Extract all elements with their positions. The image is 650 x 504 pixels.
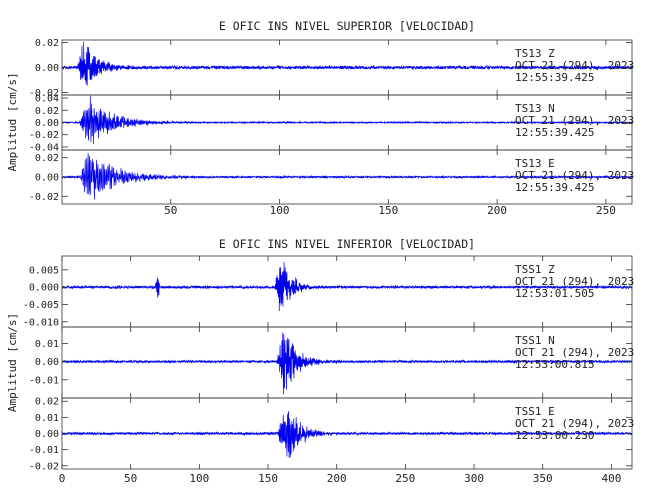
y-tick-label: -0.01 bbox=[29, 375, 59, 386]
y-tick-label: -0.02 bbox=[29, 461, 59, 472]
y-tick-label: -0.01 bbox=[29, 445, 59, 456]
y-tick-label: 0.01 bbox=[35, 413, 59, 424]
time-label: 12:55:39.425 bbox=[515, 181, 594, 194]
y-tick-label: 0.02 bbox=[35, 106, 59, 117]
waveform-TSS1-N bbox=[61, 332, 633, 395]
y-tick-label: 0.00 bbox=[35, 429, 59, 440]
chart-title: E OFIC INS NIVEL INFERIOR [VELOCIDAD] bbox=[219, 237, 475, 251]
station-component-label: TS13 Z bbox=[515, 47, 555, 60]
y-tick-label: 0.04 bbox=[35, 94, 59, 105]
time-label: 12:55:39.425 bbox=[515, 71, 594, 84]
x-tick-label: 50 bbox=[124, 472, 137, 485]
y-axis-label: Amplitud [cm/s] bbox=[6, 313, 19, 412]
time-label: 12:55:39.425 bbox=[515, 126, 594, 139]
x-tick-label: 0 bbox=[59, 472, 66, 485]
x-tick-label: 100 bbox=[189, 472, 209, 485]
x-tick-label: 350 bbox=[533, 472, 553, 485]
date-label: OCT 21 (294), 2023 bbox=[515, 275, 634, 288]
x-tick-label: 150 bbox=[258, 472, 278, 485]
y-tick-label: 0.02 bbox=[35, 38, 59, 49]
x-tick-label: 200 bbox=[487, 204, 507, 217]
station-component-label: TSS1 N bbox=[515, 334, 555, 347]
x-tick-label: 200 bbox=[327, 472, 347, 485]
y-tick-label: -0.005 bbox=[23, 300, 59, 311]
time-label: 12:53:00.815 bbox=[515, 358, 594, 371]
y-tick-label: 0.02 bbox=[35, 153, 59, 164]
time-label: 12:53:01.505 bbox=[515, 287, 594, 300]
time-label: 12:53:00.230 bbox=[515, 429, 594, 442]
date-label: OCT 21 (294), 2023 bbox=[515, 417, 634, 430]
x-tick-label: 250 bbox=[395, 472, 415, 485]
station-component-label: TSS1 E bbox=[515, 405, 555, 418]
date-label: OCT 21 (294), 2023 bbox=[515, 114, 634, 127]
waveform-TS13-Z bbox=[61, 41, 633, 86]
y-tick-label: 0.00 bbox=[35, 118, 59, 129]
station-component-label: TS13 N bbox=[515, 102, 555, 115]
station-component-label: TS13 E bbox=[515, 157, 555, 170]
y-tick-label: 0.00 bbox=[35, 173, 59, 184]
x-tick-label: 150 bbox=[378, 204, 398, 217]
y-tick-label: 0.02 bbox=[35, 397, 59, 408]
x-tick-label: 300 bbox=[464, 472, 484, 485]
waveform-TS13-N bbox=[61, 95, 633, 145]
waveform-TSS1-Z bbox=[61, 262, 633, 311]
y-tick-label: -0.04 bbox=[29, 142, 59, 153]
y-tick-label: -0.010 bbox=[23, 317, 59, 328]
x-tick-label: 50 bbox=[164, 204, 177, 217]
date-label: OCT 21 (294), 2023 bbox=[515, 59, 634, 72]
x-tick-label: 250 bbox=[596, 204, 616, 217]
y-tick-label: 0.00 bbox=[35, 357, 59, 368]
y-tick-label: -0.02 bbox=[29, 130, 59, 141]
y-tick-label: -0.02 bbox=[29, 88, 59, 99]
date-label: OCT 21 (294), 2023 bbox=[515, 169, 634, 182]
x-tick-label: 100 bbox=[270, 204, 290, 217]
y-tick-label: 0.005 bbox=[29, 265, 59, 276]
station-component-label: TSS1 Z bbox=[515, 263, 555, 276]
date-label: OCT 21 (294), 2023 bbox=[515, 346, 634, 359]
chart-title: E OFIC INS NIVEL SUPERIOR [VELOCIDAD] bbox=[219, 19, 475, 33]
waveform-TSS1-E bbox=[61, 411, 633, 459]
x-tick-label: 400 bbox=[601, 472, 621, 485]
y-tick-label: 0.000 bbox=[29, 283, 59, 294]
y-tick-label: 0.01 bbox=[35, 339, 59, 350]
y-tick-label: 0.00 bbox=[35, 63, 59, 74]
y-tick-label: -0.02 bbox=[29, 192, 59, 203]
y-axis-label: Amplitud [cm/s] bbox=[6, 72, 19, 171]
waveform-TS13-E bbox=[61, 152, 633, 200]
